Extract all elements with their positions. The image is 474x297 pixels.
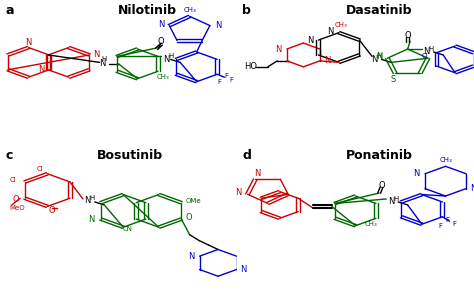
Text: N: N bbox=[388, 198, 394, 206]
Text: F: F bbox=[452, 221, 456, 227]
Text: N: N bbox=[376, 52, 382, 61]
Text: Bosutinib: Bosutinib bbox=[97, 149, 164, 162]
Text: F: F bbox=[438, 223, 442, 229]
Text: CH₃: CH₃ bbox=[183, 7, 196, 13]
Text: N: N bbox=[88, 214, 94, 224]
Text: b: b bbox=[242, 4, 251, 17]
Text: F: F bbox=[229, 77, 234, 83]
Text: Cl: Cl bbox=[37, 166, 44, 172]
Text: d: d bbox=[242, 149, 251, 162]
Text: H: H bbox=[168, 53, 173, 59]
Text: N: N bbox=[163, 55, 169, 64]
Text: N: N bbox=[240, 265, 247, 274]
Text: N: N bbox=[423, 48, 430, 56]
Text: O: O bbox=[12, 195, 18, 204]
Text: N: N bbox=[188, 252, 194, 261]
Text: N: N bbox=[158, 20, 164, 29]
Text: c: c bbox=[6, 149, 13, 162]
Text: N: N bbox=[307, 36, 313, 45]
Text: N: N bbox=[93, 50, 100, 59]
Text: O: O bbox=[404, 31, 411, 40]
Text: HO: HO bbox=[244, 62, 257, 71]
Text: O: O bbox=[185, 213, 192, 222]
Text: N: N bbox=[328, 27, 334, 36]
Text: a: a bbox=[5, 4, 14, 17]
Text: N: N bbox=[99, 59, 105, 68]
Text: Cl: Cl bbox=[9, 177, 16, 184]
Text: N: N bbox=[324, 56, 330, 65]
Text: CH₃: CH₃ bbox=[335, 22, 347, 28]
Text: F: F bbox=[445, 217, 449, 223]
Text: N: N bbox=[470, 184, 474, 193]
Text: MeO: MeO bbox=[9, 205, 25, 211]
Text: Cl: Cl bbox=[421, 53, 428, 59]
Text: CH₃: CH₃ bbox=[156, 74, 169, 80]
Text: N: N bbox=[371, 55, 378, 64]
Text: N: N bbox=[215, 21, 221, 30]
Text: Nilotinib: Nilotinib bbox=[118, 4, 176, 17]
Text: H: H bbox=[393, 196, 399, 202]
Text: N: N bbox=[275, 45, 282, 53]
Text: F: F bbox=[225, 73, 229, 79]
Text: F: F bbox=[218, 79, 222, 85]
Text: N: N bbox=[235, 188, 241, 197]
Text: N: N bbox=[25, 38, 32, 47]
Text: H: H bbox=[90, 195, 95, 200]
Text: N: N bbox=[84, 196, 91, 205]
Text: O: O bbox=[49, 206, 55, 215]
Text: N: N bbox=[38, 65, 44, 74]
Text: N: N bbox=[255, 169, 261, 178]
Text: O: O bbox=[378, 181, 385, 190]
Text: CH₃: CH₃ bbox=[365, 221, 378, 227]
Text: Dasatinib: Dasatinib bbox=[346, 4, 412, 17]
Text: S: S bbox=[390, 75, 395, 84]
Text: N: N bbox=[413, 169, 420, 178]
Text: Ponatinib: Ponatinib bbox=[346, 149, 413, 162]
Text: CN: CN bbox=[123, 226, 133, 232]
Text: O: O bbox=[158, 37, 164, 46]
Text: H: H bbox=[101, 56, 107, 62]
Text: H: H bbox=[428, 46, 434, 52]
Text: CH₃: CH₃ bbox=[439, 157, 452, 163]
Text: OMe: OMe bbox=[185, 198, 201, 204]
Text: H: H bbox=[376, 53, 382, 59]
